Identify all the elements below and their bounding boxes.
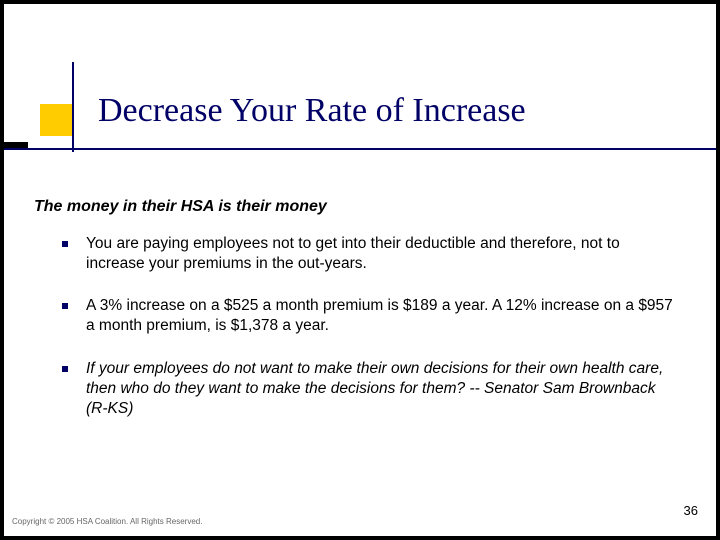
- bullet-item: A 3% increase on a $525 a month premium …: [62, 296, 680, 336]
- copyright-text: Copyright © 2005 HSA Coalition. All Righ…: [12, 517, 202, 526]
- bullet-text: A 3% increase on a $525 a month premium …: [86, 296, 680, 336]
- bullet-text: You are paying employees not to get into…: [86, 234, 680, 274]
- slide-number: 36: [684, 503, 698, 518]
- slide-title: Decrease Your Rate of Increase: [98, 92, 526, 130]
- accent-line-vertical: [72, 62, 74, 152]
- bullet-text: If your employees do not want to make th…: [86, 359, 680, 419]
- bullet-item: You are paying employees not to get into…: [62, 234, 680, 274]
- bullet-marker-icon: [62, 241, 68, 247]
- bullet-marker-icon: [62, 366, 68, 372]
- slide-subtitle: The money in their HSA is their money: [34, 198, 686, 216]
- accent-tab: [4, 142, 28, 148]
- accent-box: [40, 104, 72, 136]
- slide: Decrease Your Rate of Increase The money…: [4, 4, 716, 536]
- accent-line-horizontal: [4, 148, 716, 150]
- bullet-item: If your employees do not want to make th…: [62, 359, 680, 419]
- bullet-list: You are paying employees not to get into…: [62, 234, 680, 441]
- bullet-marker-icon: [62, 303, 68, 309]
